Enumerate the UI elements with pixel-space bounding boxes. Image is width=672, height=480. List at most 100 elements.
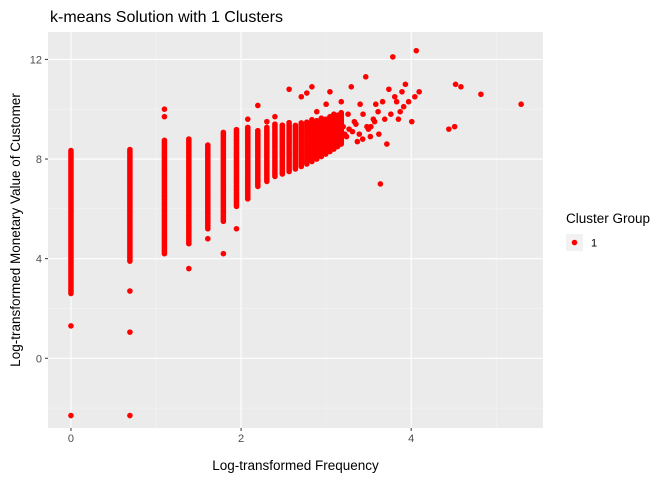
data-point [451,123,458,130]
data-point [371,118,378,125]
data-point [255,127,261,134]
data-point [338,98,345,105]
data-point [127,412,133,419]
data-point [384,141,390,147]
y-tick-label: 8 [36,154,42,166]
data-point [272,113,278,120]
data-point [279,122,286,128]
data-point [309,116,315,123]
data-point [161,106,168,113]
x-axis-title: Log-transformed Frequency [212,458,379,473]
data-point [343,133,350,140]
data-point [360,111,366,117]
data-point [329,133,335,140]
data-point [397,108,403,115]
plot-panel [48,32,543,428]
data-point [264,124,270,131]
y-axis-ticks: 0 4 8 12 [30,54,48,365]
data-point [340,123,346,130]
data-point [272,121,278,127]
data-point [367,133,374,140]
data-point [292,122,299,129]
data-point [298,120,305,126]
data-point [412,93,418,100]
data-point [416,88,422,95]
data-point [478,91,484,98]
data-point [377,181,384,187]
data-point [362,74,369,80]
data-point [323,101,329,108]
data-point [244,116,251,122]
y-tick-label: 12 [30,54,42,66]
data-point [205,235,211,242]
data-point [186,265,192,272]
data-point [233,126,240,133]
x-tick-label: 4 [408,433,414,445]
data-point [313,117,320,124]
data-point [304,90,310,96]
data-point [161,113,168,120]
data-point [68,323,74,329]
data-point [304,119,310,125]
data-point [402,81,409,88]
data-point [327,88,333,95]
data-point [325,128,331,135]
data-point [379,98,386,105]
data-point [68,412,74,419]
data-point [375,108,381,115]
data-point [391,93,398,100]
data-point [405,98,412,105]
data-point [388,111,394,117]
data-point [127,146,133,153]
data-point [309,83,315,90]
data-point [313,108,320,115]
data-point [518,101,524,108]
data-point [368,123,374,130]
data-point [68,147,74,154]
data-point [255,102,261,109]
data-point [220,250,227,257]
data-point [345,111,351,117]
data-point [359,136,366,142]
data-point [298,93,305,100]
chart-title: k-means Solution with 1 Clusters [50,9,283,26]
y-tick-label: 0 [36,353,42,365]
data-point [338,109,345,116]
data-point [205,142,211,148]
y-tick-label: 4 [36,254,42,266]
data-point [399,88,405,95]
legend-point [571,239,578,246]
x-tick-label: 0 [68,433,74,445]
data-point [127,329,133,335]
data-point [458,83,464,90]
data-point [286,86,292,93]
data-point [376,131,382,137]
data-point [354,138,361,145]
data-points [68,47,524,419]
data-point [372,101,379,108]
data-point [357,101,363,108]
data-point [161,137,168,144]
data-point [186,136,192,142]
data-point [233,225,240,232]
data-point [220,129,227,136]
data-point [318,115,325,121]
data-point [381,116,388,122]
data-point [389,54,396,60]
legend-label-1: 1 [591,238,597,250]
data-point [446,126,452,132]
data-point [333,131,340,137]
data-point [286,119,292,126]
data-point [264,118,270,125]
data-point [386,86,392,93]
data-point [393,98,400,105]
x-tick-label: 2 [238,433,244,445]
data-point [408,118,415,125]
data-point [244,124,251,131]
data-point [452,81,459,88]
data-point [395,116,402,122]
data-point [353,121,359,127]
legend-title: Cluster Group [566,211,650,226]
data-point [413,47,420,54]
